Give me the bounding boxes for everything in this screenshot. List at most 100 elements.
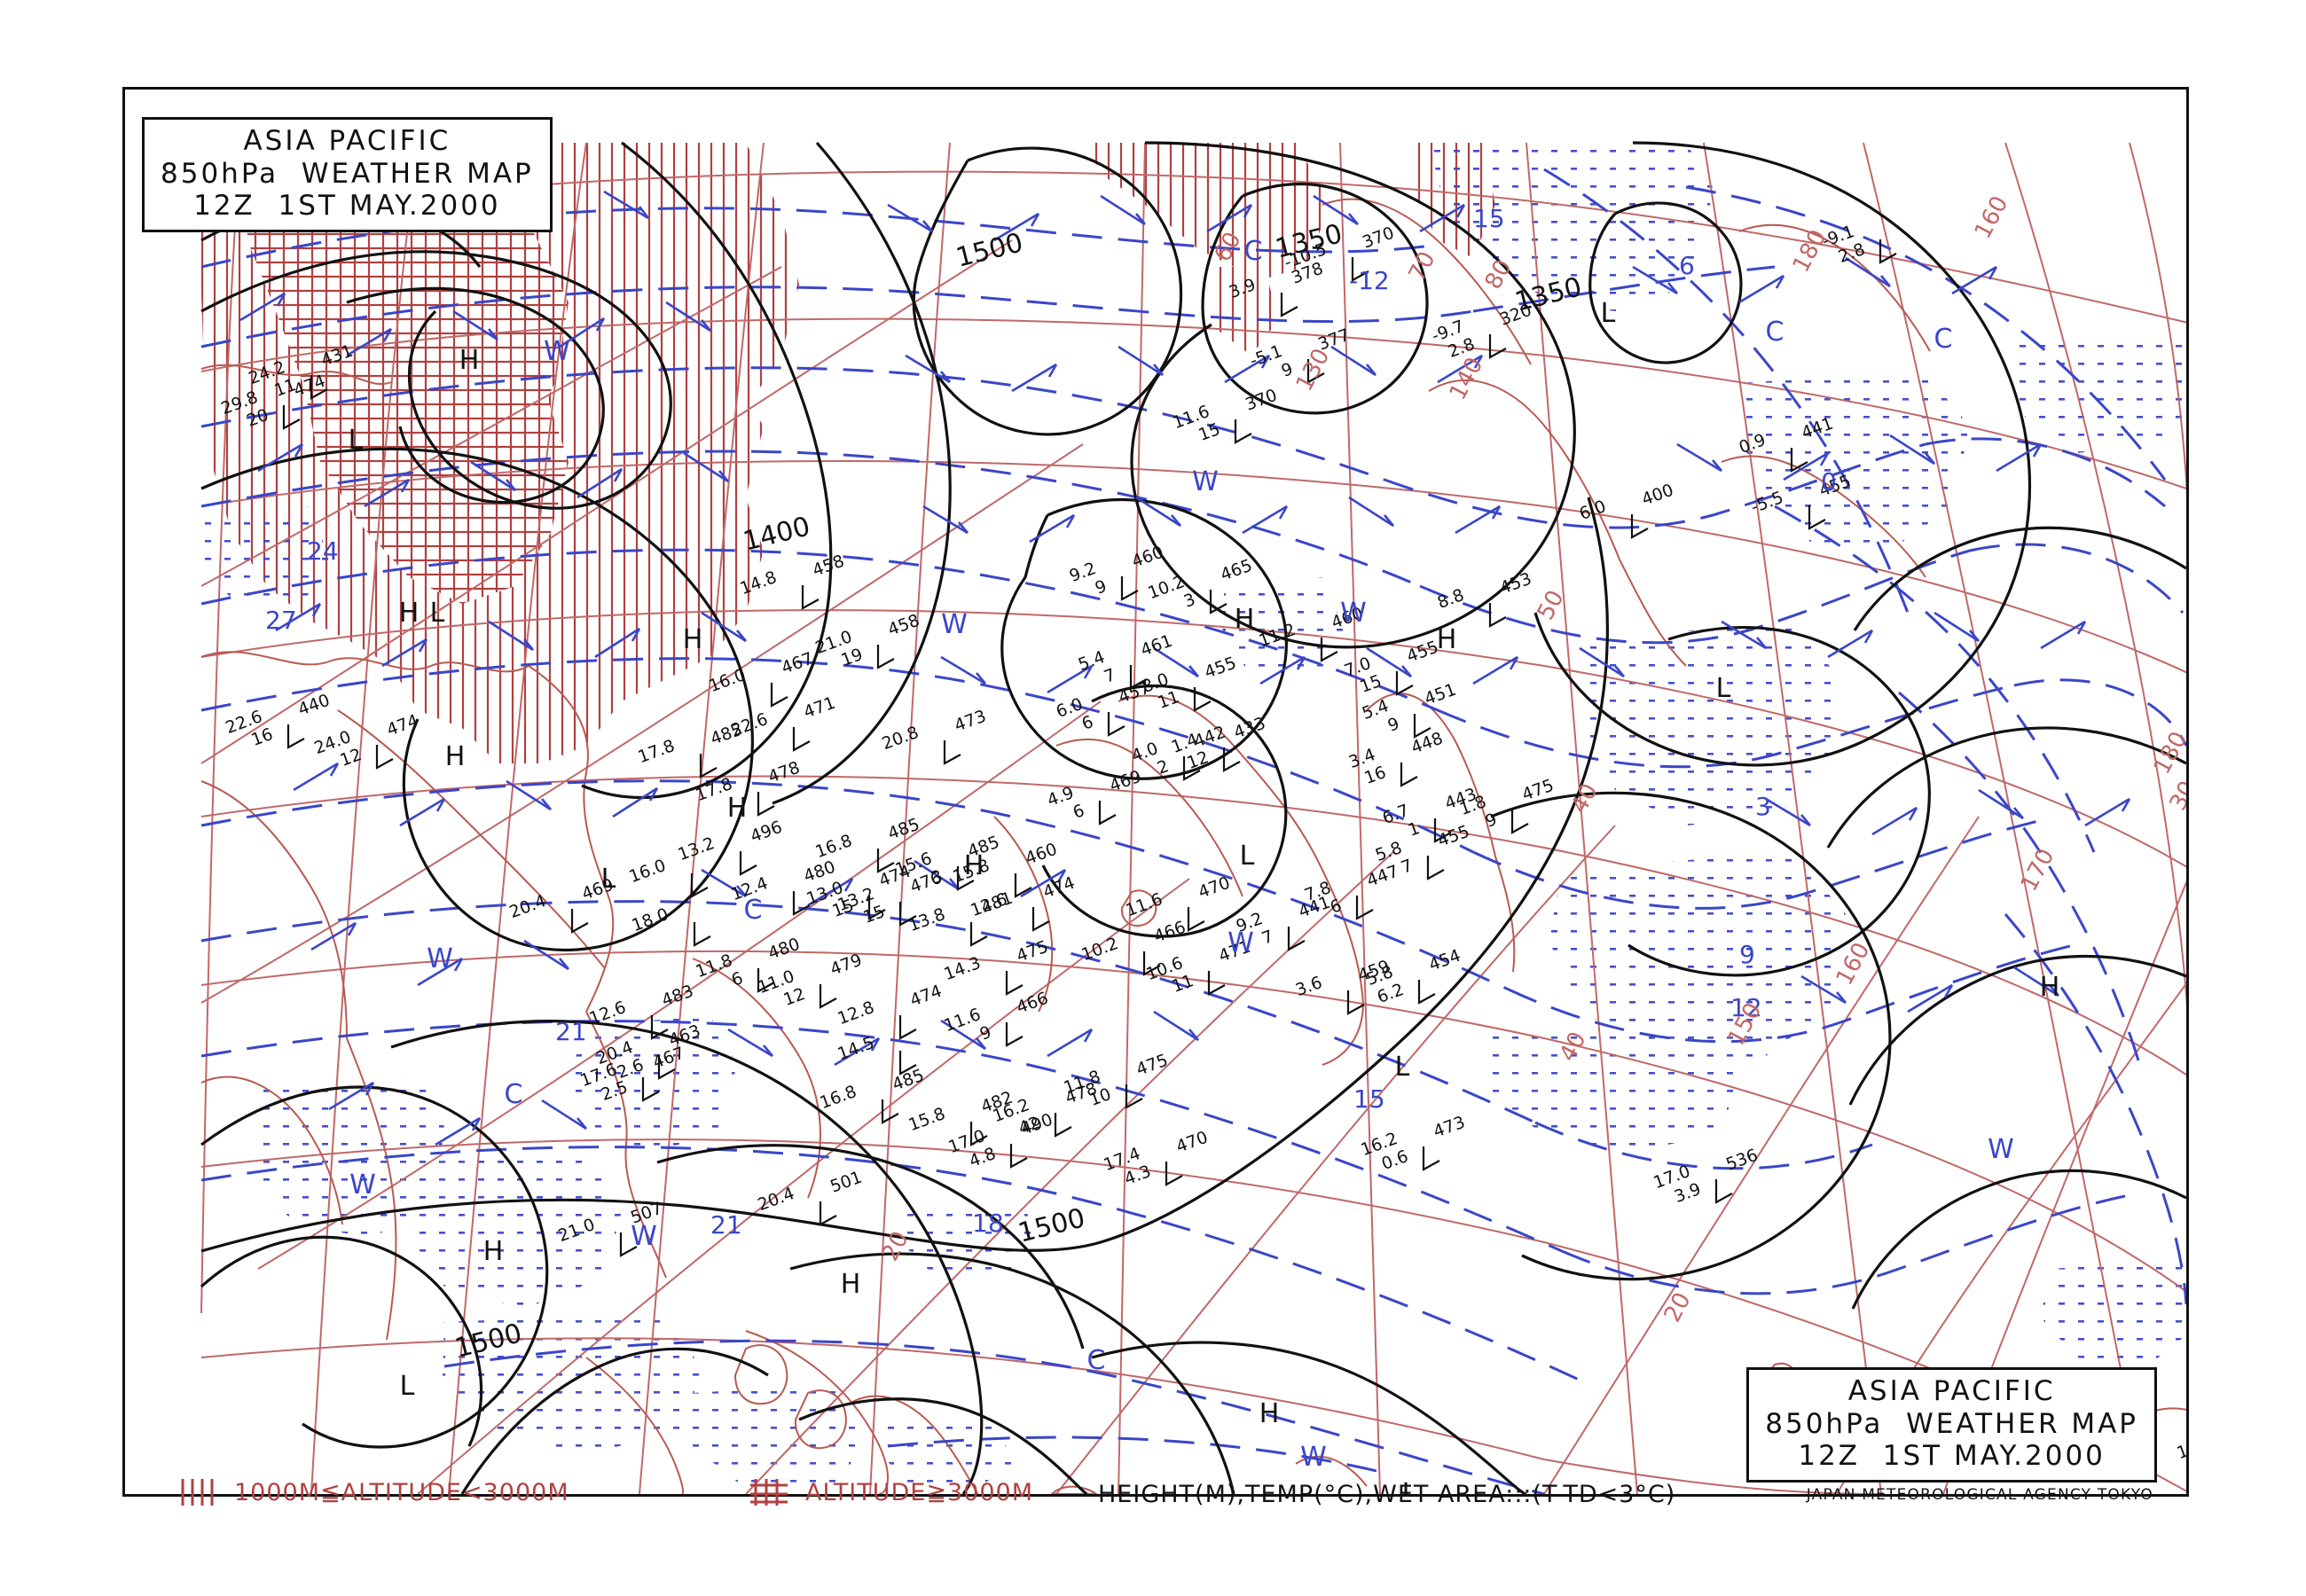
station-wind-staff (1280, 293, 1298, 317)
wind-barb (2040, 620, 2087, 650)
station-wind-staff (881, 1099, 899, 1124)
wind-barb (1135, 496, 1181, 528)
station-dewpoint: 7 (1102, 665, 1118, 687)
wet-area-region (254, 1074, 444, 1238)
station-height: 370 (1360, 223, 1397, 253)
wind-barb (1313, 194, 1359, 226)
station-height: 480 (765, 935, 803, 964)
wind-barb (1153, 1010, 1199, 1042)
wind-barb (506, 779, 552, 811)
wet-area-region (693, 1384, 861, 1489)
wind-barb (701, 611, 747, 643)
longitude-line (1118, 142, 1146, 1494)
station-wind-staff (375, 745, 394, 770)
pressure-center-low-label: L (1395, 1052, 1410, 1083)
isotherm-label: 15 (1353, 1084, 1385, 1114)
title-line-level: 850hPa WEATHER MAP (1765, 1407, 2138, 1440)
title-line-region: ASIA PACIFIC (243, 125, 451, 157)
wind-barb (1011, 363, 1058, 393)
coastline (745, 1330, 889, 1494)
station-height: 474 (1040, 873, 1078, 903)
coastline-island (794, 1389, 847, 1450)
station-height: 474 (384, 711, 421, 740)
station-wind-staff (876, 645, 895, 669)
height-contour (200, 250, 672, 510)
station-height: 466 (1014, 989, 1051, 1018)
station-wind-staff (1098, 801, 1117, 825)
isotherm-line (200, 450, 1421, 588)
wind-barb (1419, 203, 1466, 233)
wind-barb (523, 939, 569, 971)
station-height: 440 (295, 691, 333, 720)
latitude-line (200, 950, 2186, 1293)
coastline (851, 1395, 979, 1494)
isotherm-line (1534, 1121, 1873, 1170)
pressure-center-high-label: H (727, 793, 748, 824)
graticule-label: 180 (2149, 727, 2189, 778)
coastline (200, 364, 392, 385)
station-temperature: 20.8 (879, 723, 921, 754)
footer-legend: 1000M≦ALTITUDE<3000M ALTITUDE≧3000M HEIG… (122, 1472, 2189, 1529)
longitude-line (1703, 142, 1882, 1494)
station-wind-staff (1426, 856, 1445, 880)
coastline (346, 1037, 397, 1341)
footer-units-note: HEIGHT(M),TEMP(°C),WET AREA:::(T-TD<3°C) (1098, 1481, 1676, 1508)
station-wind-staff (310, 375, 328, 400)
station-plot: 20.8 473 (879, 707, 989, 765)
pressure-center-low-label: L (1716, 673, 1731, 704)
isotherm-label: 3 (1755, 792, 1771, 821)
station-wind-staff (1142, 951, 1161, 976)
wind-barb (603, 190, 650, 220)
station-height: 460 (1023, 840, 1060, 869)
height-contour-layer (200, 141, 2186, 1494)
longitude-line (200, 142, 241, 1314)
longitude-line (2004, 142, 2186, 1006)
wet-area-region (569, 1016, 737, 1154)
station-wind-staff (693, 922, 711, 947)
isotherm-label: 6 (1679, 251, 1695, 280)
vertical-hatch-swatch (181, 1479, 214, 1506)
station-wind-staff (1400, 763, 1418, 787)
wind-barb (470, 460, 516, 492)
wind-barb (594, 627, 641, 659)
wind-barb (1845, 256, 1891, 288)
station-height: 471 (801, 693, 838, 723)
pressure-center-low-label: L (1240, 841, 1255, 872)
thermal-center-warm-label: W (1300, 1442, 1327, 1473)
station-wind-staff (876, 849, 895, 873)
station-wind-staff (898, 902, 917, 927)
station-wind-staff (1306, 359, 1325, 384)
station-height: 455 (1435, 822, 1472, 851)
coastline (1317, 860, 1364, 1066)
isotherm-label: 18 (972, 1209, 1004, 1238)
station-wind-staff (286, 724, 305, 749)
station-height: 473 (952, 707, 989, 736)
station-height: 474 (876, 862, 914, 891)
wet-area-region (404, 1154, 622, 1309)
coastline (528, 665, 615, 1013)
graticule-label: 70 (1404, 247, 1441, 286)
station-height: 501 (827, 1168, 865, 1197)
wind-barb (381, 638, 428, 668)
isotherm-line (1543, 168, 1910, 614)
station-wind-staff (969, 922, 988, 947)
station-height: 474 (907, 982, 945, 1011)
height-contour (402, 718, 578, 952)
thermal-center-warm-label: W (1192, 466, 1219, 497)
height-contour (1144, 141, 1576, 516)
station-height: 454 (1426, 946, 1463, 975)
height-contour (1826, 726, 2186, 849)
height-contour (621, 141, 833, 583)
wet-area-region (1491, 1016, 1739, 1154)
station-temperature: 10.2 (1145, 572, 1187, 603)
wind-barb (612, 786, 659, 818)
title-box-bottom-right: ASIA PACIFIC 850hPa WEATHER MAP 12Z 1ST … (1746, 1367, 2157, 1483)
station-wind-staff (1014, 873, 1032, 898)
station-height: 483 (659, 982, 696, 1011)
height-contour (1533, 612, 1864, 767)
